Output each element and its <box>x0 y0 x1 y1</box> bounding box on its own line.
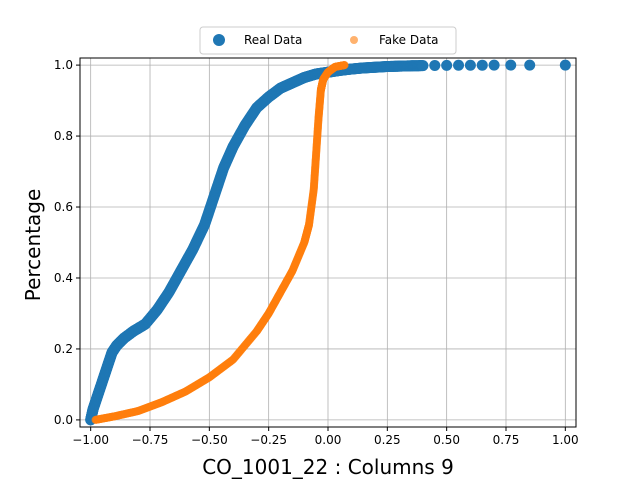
x-tick-label: 1.00 <box>552 433 579 447</box>
legend-label-real-data: Real Data <box>244 33 302 47</box>
x-tick-label: 0.00 <box>315 433 342 447</box>
x-tick-label: 0.75 <box>493 433 520 447</box>
y-tick-label: 0.2 <box>54 342 73 356</box>
data-point <box>340 61 349 70</box>
data-point <box>559 59 571 71</box>
y-axis-title: Percentage <box>21 189 45 302</box>
y-tick-label: 0.4 <box>54 271 73 285</box>
legend: Real Data Fake Data <box>199 26 457 55</box>
data-point <box>488 59 500 71</box>
data-point <box>417 60 429 72</box>
data-point <box>524 59 536 71</box>
data-point <box>429 59 441 71</box>
x-axis: −1.00 −0.75 −0.50 −0.25 0.00 0.25 0.50 0.75 1.00 <box>72 427 579 447</box>
data-point <box>476 59 488 71</box>
data-point <box>505 59 517 71</box>
legend-marker-real-data <box>213 34 225 46</box>
data-point <box>464 59 476 71</box>
y-axis: 0.0 0.2 0.4 0.6 0.8 1.0 <box>54 58 80 427</box>
y-tick-label: 1.0 <box>54 58 73 72</box>
x-tick-label: 0.25 <box>374 433 401 447</box>
legend-label-fake-data: Fake Data <box>379 33 439 47</box>
y-tick-label: 0.6 <box>54 200 73 214</box>
legend-box <box>199 26 457 55</box>
x-tick-label: −0.50 <box>191 433 228 447</box>
x-tick-label: −1.00 <box>72 433 109 447</box>
data-point <box>441 59 453 71</box>
x-tick-label: −0.75 <box>132 433 169 447</box>
grid <box>80 58 576 427</box>
series-fake-data <box>91 61 349 424</box>
legend-marker-fake-data <box>350 36 358 44</box>
x-tick-label: 0.50 <box>433 433 460 447</box>
data-point <box>453 59 465 71</box>
y-tick-label: 0.8 <box>54 129 73 143</box>
x-axis-title: CO_1001_22 : Columns 9 <box>202 455 454 479</box>
x-tick-label: −0.25 <box>250 433 287 447</box>
y-tick-label: 0.0 <box>54 413 73 427</box>
plot-area <box>85 59 571 426</box>
